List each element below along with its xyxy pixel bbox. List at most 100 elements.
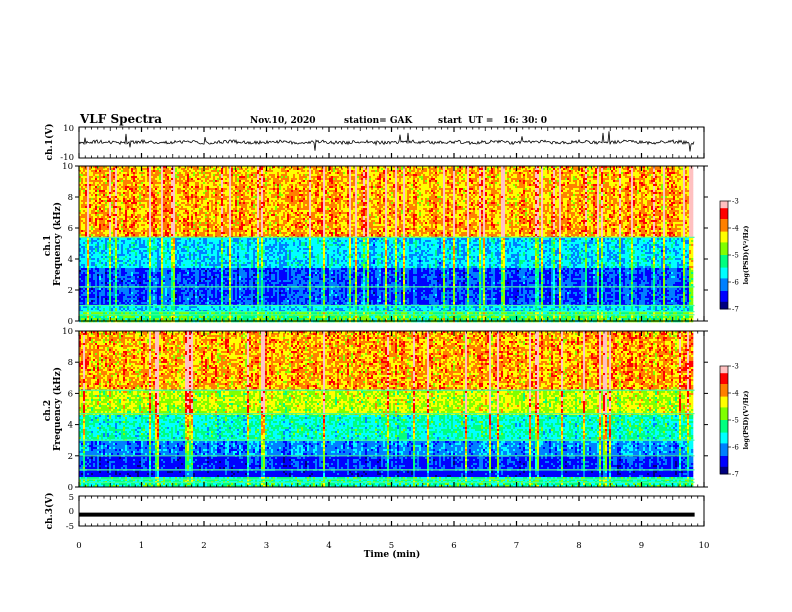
spectrogram-cell bbox=[193, 172, 196, 175]
spectrogram-cell bbox=[173, 226, 176, 229]
spectrogram-cell bbox=[203, 308, 206, 311]
spectrogram-cell bbox=[181, 272, 184, 275]
spectrogram-cell bbox=[91, 274, 94, 277]
spectrogram-cell bbox=[97, 296, 100, 299]
spectrogram-cell bbox=[199, 282, 202, 285]
spectrogram-cell bbox=[93, 312, 96, 315]
spectrogram-cell bbox=[103, 168, 106, 171]
spectrogram-cell bbox=[205, 218, 208, 221]
spectrogram-cell bbox=[101, 188, 104, 191]
spectrogram-cell bbox=[123, 196, 126, 199]
spectrogram-cell bbox=[111, 248, 114, 251]
spectrogram-cell bbox=[95, 190, 98, 193]
spectrogram-cell bbox=[111, 206, 114, 209]
spectrogram-cell bbox=[151, 302, 154, 305]
spectrogram-cell bbox=[81, 216, 84, 219]
spectrogram-cell bbox=[139, 168, 142, 171]
spectrogram-cell bbox=[133, 188, 136, 191]
spectrogram-cell bbox=[187, 296, 190, 299]
spectrogram-cell bbox=[97, 224, 100, 227]
spectrogram-cell bbox=[193, 174, 196, 177]
spectrogram-cell bbox=[185, 206, 188, 209]
spectrogram-cell bbox=[149, 296, 152, 299]
spectrogram-cell bbox=[125, 234, 128, 237]
spectrogram-cell bbox=[147, 244, 150, 247]
spectrogram-cell bbox=[95, 280, 98, 283]
spectrogram-cell bbox=[139, 166, 142, 169]
spectrogram-cell bbox=[101, 234, 104, 237]
spectrogram-cell bbox=[155, 180, 158, 183]
spectrogram-cell bbox=[159, 264, 162, 267]
spectrogram-cell bbox=[119, 168, 122, 171]
spectrogram-cell bbox=[191, 290, 194, 293]
spectrogram-cell bbox=[193, 194, 196, 197]
spectrogram-cell bbox=[181, 318, 184, 321]
spectrogram-cell bbox=[83, 234, 86, 237]
spectrogram-cell bbox=[135, 294, 138, 297]
spectrogram-cell bbox=[135, 318, 138, 321]
spectrogram-cell bbox=[155, 272, 158, 275]
spectrogram-cell bbox=[197, 184, 200, 187]
spectrogram-cell bbox=[139, 174, 142, 177]
spectrogram-cell bbox=[179, 278, 182, 281]
spectrogram-cell bbox=[131, 234, 134, 237]
spectrogram-cell bbox=[87, 222, 90, 225]
spectrogram-cell bbox=[119, 298, 122, 301]
spectrogram-cell bbox=[145, 308, 148, 311]
spectrogram-cell bbox=[193, 168, 196, 171]
spectrogram-cell bbox=[111, 222, 114, 225]
spectrogram-cell bbox=[95, 276, 98, 279]
spectrogram-cell bbox=[149, 248, 152, 251]
spectrogram-cell bbox=[147, 212, 150, 215]
spectrogram-cell bbox=[87, 170, 90, 173]
spectrogram-cell bbox=[187, 258, 190, 261]
spectrogram-cell bbox=[163, 244, 166, 247]
spectrogram-cell bbox=[205, 266, 208, 269]
spectrogram-cell bbox=[149, 256, 152, 259]
spectrogram-cell bbox=[97, 300, 100, 303]
spectrogram-cell bbox=[117, 218, 120, 221]
spectrogram-cell bbox=[125, 294, 128, 297]
spectrogram-cell bbox=[199, 230, 202, 233]
spectrogram-cell bbox=[79, 200, 82, 203]
spectrogram-cell bbox=[123, 296, 126, 299]
spectrogram-cell bbox=[193, 238, 196, 241]
spectrogram-cell bbox=[131, 194, 134, 197]
spectrogram-cell bbox=[147, 296, 150, 299]
spectrogram-cell bbox=[203, 212, 206, 215]
spectrogram-cell bbox=[95, 170, 98, 173]
spectrogram-cell bbox=[79, 168, 82, 171]
spectrogram-cell bbox=[195, 294, 198, 297]
spectrogram-cell bbox=[145, 234, 148, 237]
spectrogram-cell bbox=[117, 230, 120, 233]
spectrogram-cell bbox=[179, 230, 182, 233]
spectrogram-cell bbox=[135, 202, 138, 205]
spectrogram-cell bbox=[143, 270, 146, 273]
spectrogram-cell bbox=[183, 216, 186, 219]
spectrogram-cell bbox=[151, 214, 154, 217]
spectrogram-cell bbox=[163, 206, 166, 209]
spectrogram-cell bbox=[197, 282, 200, 285]
spectrogram-cell bbox=[105, 226, 108, 229]
spectrogram-cell bbox=[153, 224, 156, 227]
spectrogram-cell bbox=[123, 174, 126, 177]
spectrogram-cell bbox=[107, 246, 110, 249]
spectrogram-cell bbox=[165, 256, 168, 259]
spectrogram-cell bbox=[83, 248, 86, 251]
spectrogram-cell bbox=[159, 220, 162, 223]
spectrogram-cell bbox=[107, 294, 110, 297]
spectrogram-cell bbox=[199, 168, 202, 171]
spectrogram-cell bbox=[127, 230, 130, 233]
spectrogram-cell bbox=[133, 256, 136, 259]
spectrogram-cell bbox=[125, 212, 128, 215]
spectrogram-cell bbox=[153, 180, 156, 183]
spectrogram-cell bbox=[181, 204, 184, 207]
spectrogram-cell bbox=[165, 168, 168, 171]
spectrogram-cell bbox=[165, 288, 168, 291]
spectrogram-cell bbox=[105, 270, 108, 273]
spectrogram-cell bbox=[121, 238, 124, 241]
spectrogram-cell bbox=[79, 228, 82, 231]
spectrogram-cell bbox=[137, 180, 140, 183]
spectrogram-cell bbox=[139, 262, 142, 265]
spectrogram-cell bbox=[85, 210, 88, 213]
